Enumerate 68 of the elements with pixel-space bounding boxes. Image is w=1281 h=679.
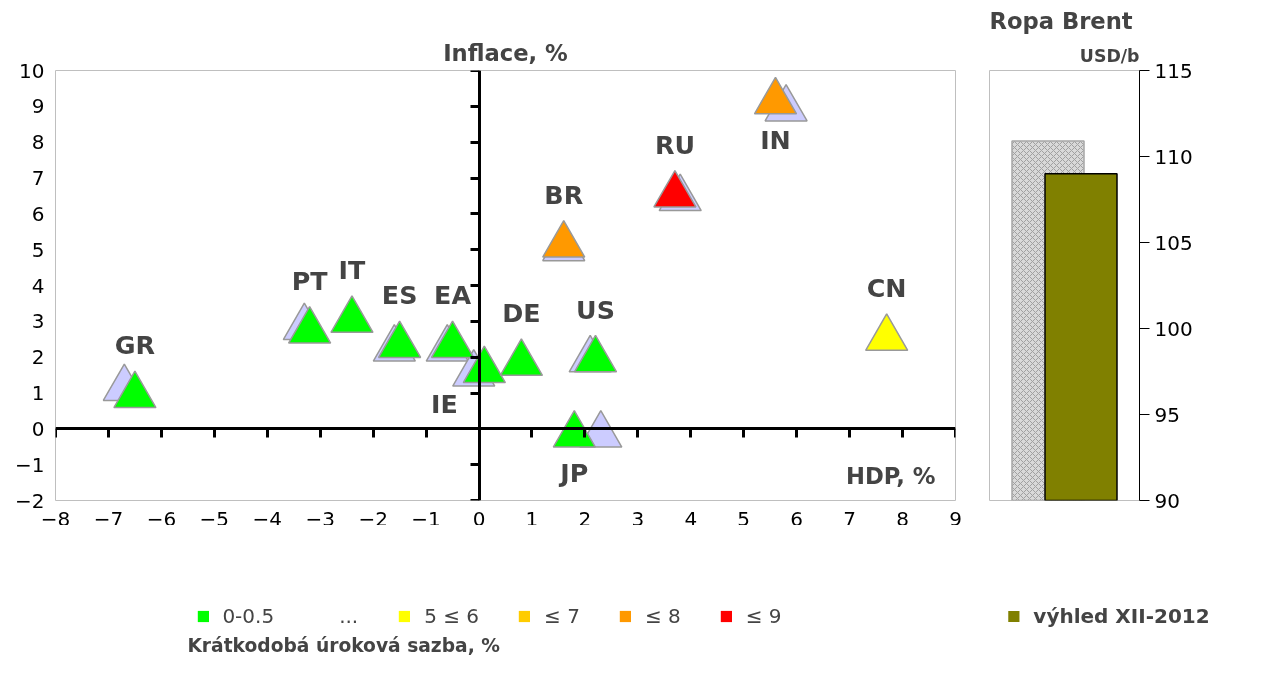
x-tick-label: −5 [199, 506, 230, 531]
point [864, 313, 909, 352]
y-tick-label: 8 [31, 130, 45, 155]
x-tick-label: 7 [843, 506, 856, 531]
annotation: GR [114, 330, 156, 361]
x-tick-label: 2 [578, 506, 592, 531]
annotation: US [576, 294, 615, 325]
point [573, 334, 618, 373]
x-tick-label: −4 [252, 506, 283, 531]
y-tick-label: 110 [1154, 144, 1193, 169]
y-axis-title: USD/b [1079, 45, 1140, 66]
annotation: CN [866, 273, 907, 304]
legend-label: 5 ≤ 6 [424, 604, 480, 628]
y-tick-label: 90 [1154, 488, 1180, 513]
x-tick-label: 0 [472, 506, 486, 531]
x-tick-label: 3 [631, 506, 645, 531]
annotation: PT [291, 265, 329, 296]
y-tick-label: 0 [31, 416, 45, 441]
y-tick-label: −1 [15, 452, 45, 477]
legend-label: ≤ 7 [544, 604, 580, 628]
annotation: IT [338, 255, 367, 286]
point [113, 370, 157, 409]
text: ... [339, 604, 360, 628]
chart-title: Ropa Brent [989, 7, 1133, 34]
legend-label: výhled XII-2012 [1033, 604, 1210, 628]
y-tick-label: 7 [31, 166, 45, 190]
y-tick-label: 100 [1154, 316, 1193, 341]
annotation: ES [381, 280, 418, 311]
annotation: EA [434, 280, 472, 311]
annotation: RU [654, 129, 695, 160]
annotation: DE [502, 298, 541, 329]
x-tick-label: −3 [305, 506, 335, 531]
legend-label: ≤ 9 [745, 604, 782, 628]
annotation: IN [760, 124, 791, 155]
y-tick-label: 1 [31, 381, 45, 405]
legend-label: 0-0.5 [222, 604, 275, 628]
y-tick-label: 10 [19, 58, 45, 83]
x-tick-label: −1 [411, 506, 441, 531]
legend-title: Krátkodobá úroková sazba, % [187, 635, 501, 656]
x-tick-label: 6 [790, 506, 804, 531]
y-tick-label: 5 [31, 237, 45, 262]
x-tick-label: 1 [525, 506, 539, 531]
y-tick-label: 95 [1154, 402, 1180, 427]
x-axis-title: HDP, % [846, 462, 936, 489]
x-tick-label: 8 [896, 506, 909, 531]
x-tick-label: 4 [684, 506, 698, 531]
y-tick-label: 6 [31, 201, 45, 226]
point [552, 409, 597, 448]
y-tick-label: 105 [1154, 230, 1193, 255]
y-tick-label: 9 [31, 94, 45, 119]
point [499, 338, 544, 377]
y-tick-label: 4 [31, 273, 45, 298]
x-tick-label: 5 [737, 506, 751, 531]
y-tick-label: 115 [1154, 58, 1193, 83]
point [330, 295, 374, 334]
x-tick-label: −2 [358, 506, 388, 531]
y-tick-label: 3 [31, 309, 45, 334]
y-tick-label: 2 [31, 345, 45, 370]
annotation: IE [430, 389, 458, 420]
legend-label: ≤ 8 [644, 604, 681, 628]
annotation: BR [544, 179, 584, 210]
y-axis-title: Inflace, % [443, 39, 568, 66]
x-tick-label: 9 [949, 506, 962, 531]
x-tick-label: −6 [146, 506, 177, 531]
annotation: JP [558, 457, 589, 488]
x-tick-label: −7 [93, 506, 124, 531]
y-tick-label: −2 [15, 488, 45, 513]
point [753, 76, 798, 115]
